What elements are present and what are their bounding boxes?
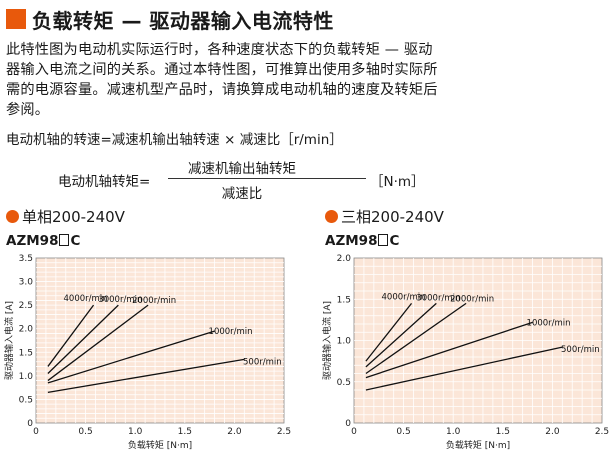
series-label: 2000r/min: [132, 296, 176, 306]
y-tick-label: 2.5: [19, 301, 33, 311]
model-prefix: AZM98: [325, 233, 378, 249]
y-tick-label: 0: [27, 419, 33, 429]
speed-formula: 电动机轴的转速=减速机输出轴转速 × 减速比［r/min］: [6, 132, 343, 148]
current-chart-single-phase: 0 0.5 1.0 1.5 2.0 2.5 0 0.5 1.0 1.5 2.0 2.5 3.0 3.5 负载…: [3, 254, 291, 451]
current-chart-three-phase: 0 0.5 1.0 1.5 2.0 2.5 0 0.5 1.0 1.5 2.0 负载转矩 [N·m] 驱…: [321, 254, 609, 451]
y-tick-label: 3.0: [19, 278, 34, 288]
x-tick-label: 0: [351, 427, 357, 437]
series-line: [47, 358, 245, 393]
series-line: [47, 330, 215, 384]
bullet-dot-icon: [6, 210, 19, 223]
series-line: [47, 304, 95, 367]
series-line: [365, 302, 467, 375]
model-prefix: AZM98: [6, 233, 59, 249]
x-axis-label: 负载转矩 [N·m]: [446, 439, 510, 451]
intro-paragraph: 此特性图为电动机实际运行时，各种速度状态下的负载转矩 — 驱动 器输入电流之间的…: [6, 40, 476, 120]
y-tick-label: 1.0: [19, 372, 34, 382]
intro-line: 器输入电流之间的关系。通过本特性图，可推算出使用多轴时实际所: [6, 62, 438, 78]
torque-formula-numerator: 减速机输出轴转矩: [188, 161, 296, 177]
series-label: 2000r/min: [450, 294, 494, 304]
y-tick-label: 1.0: [337, 337, 352, 347]
torque-formula-denominator: 减速比: [221, 186, 263, 202]
page-title: 负载转矩 — 驱动器输入电流特性: [32, 8, 334, 33]
fraction-bar: [168, 178, 366, 179]
x-axis-label: 负载转矩 [N·m]: [128, 439, 192, 451]
model-suffix: C: [70, 233, 81, 249]
series-label: 500r/min: [561, 345, 600, 355]
series-line: [365, 302, 437, 368]
y-tick-label: 3.5: [19, 254, 33, 264]
series-line: [365, 346, 563, 391]
plot-area: [35, 257, 285, 424]
series-line: [365, 302, 413, 362]
model-label-three-phase: AZM98 C: [325, 233, 399, 249]
model-suffix: C: [389, 233, 400, 249]
model-label-single-phase: AZM98 C: [6, 233, 80, 249]
x-tick-label: 0: [33, 427, 39, 437]
series-line: [47, 304, 149, 382]
y-tick-label: 1.5: [337, 295, 351, 305]
torque-formula: 电动机轴转矩= 减速机输出轴转矩 减速比 ［N·m］: [58, 157, 425, 202]
series-line: [47, 304, 119, 374]
x-tick-label: 1.5: [178, 427, 192, 437]
y-tick-label: 2.0: [337, 254, 352, 264]
y-tick-label: 0.5: [337, 378, 351, 388]
y-tick-label: 1.5: [19, 348, 33, 358]
y-tick-label: 0.5: [19, 395, 33, 405]
series-label: 500r/min: [243, 357, 282, 367]
y-tick-label: 2.0: [19, 325, 34, 335]
x-tick-label: 1.5: [496, 427, 510, 437]
y-axis-label: 驱动器输入电流 [A]: [3, 301, 15, 380]
series-label: 3000r/min: [98, 295, 142, 305]
chart-heading-text: 三相200-240V: [341, 208, 444, 226]
chart-heading-single-phase: 单相200-240V: [6, 206, 125, 227]
model-placeholder-box-icon: [59, 234, 70, 246]
x-tick-label: 0.5: [396, 427, 410, 437]
y-tick-label: 0: [345, 419, 351, 429]
torque-formula-unit: ［N·m］: [370, 174, 425, 190]
series-label: 4000r/min: [382, 292, 426, 302]
series-label: 1000r/min: [527, 318, 571, 328]
title-square-icon: [6, 9, 26, 29]
x-tick-label: 2.5: [595, 427, 609, 437]
x-tick-label: 2.5: [277, 427, 291, 437]
x-tick-label: 2.0: [545, 427, 560, 437]
y-axis-label: 驱动器输入电流 [A]: [321, 301, 333, 380]
intro-line: 此特性图为电动机实际运行时，各种速度状态下的负载转矩 — 驱动: [6, 42, 433, 58]
x-tick-label: 1.0: [128, 427, 143, 437]
torque-formula-lhs: 电动机轴转矩=: [58, 174, 151, 190]
intro-line: 参阅。: [6, 102, 50, 118]
series-label: 1000r/min: [209, 327, 253, 337]
model-placeholder-box-icon: [378, 234, 389, 246]
series-label: 3000r/min: [416, 293, 460, 303]
x-tick-label: 0.5: [78, 427, 92, 437]
chart-heading-three-phase: 三相200-240V: [325, 206, 444, 227]
x-tick-label: 1.0: [446, 427, 461, 437]
section-title: 负载转矩 — 驱动器输入电流特性: [6, 6, 334, 33]
x-tick-label: 2.0: [227, 427, 242, 437]
series-line: [365, 321, 533, 379]
series-label: 4000r/min: [64, 294, 108, 304]
intro-line: 需的电源容量。减速机型产品时，请换算成电动机轴的速度及转矩后: [6, 82, 438, 98]
chart-heading-text: 单相200-240V: [22, 208, 125, 226]
bullet-dot-icon: [325, 210, 338, 223]
